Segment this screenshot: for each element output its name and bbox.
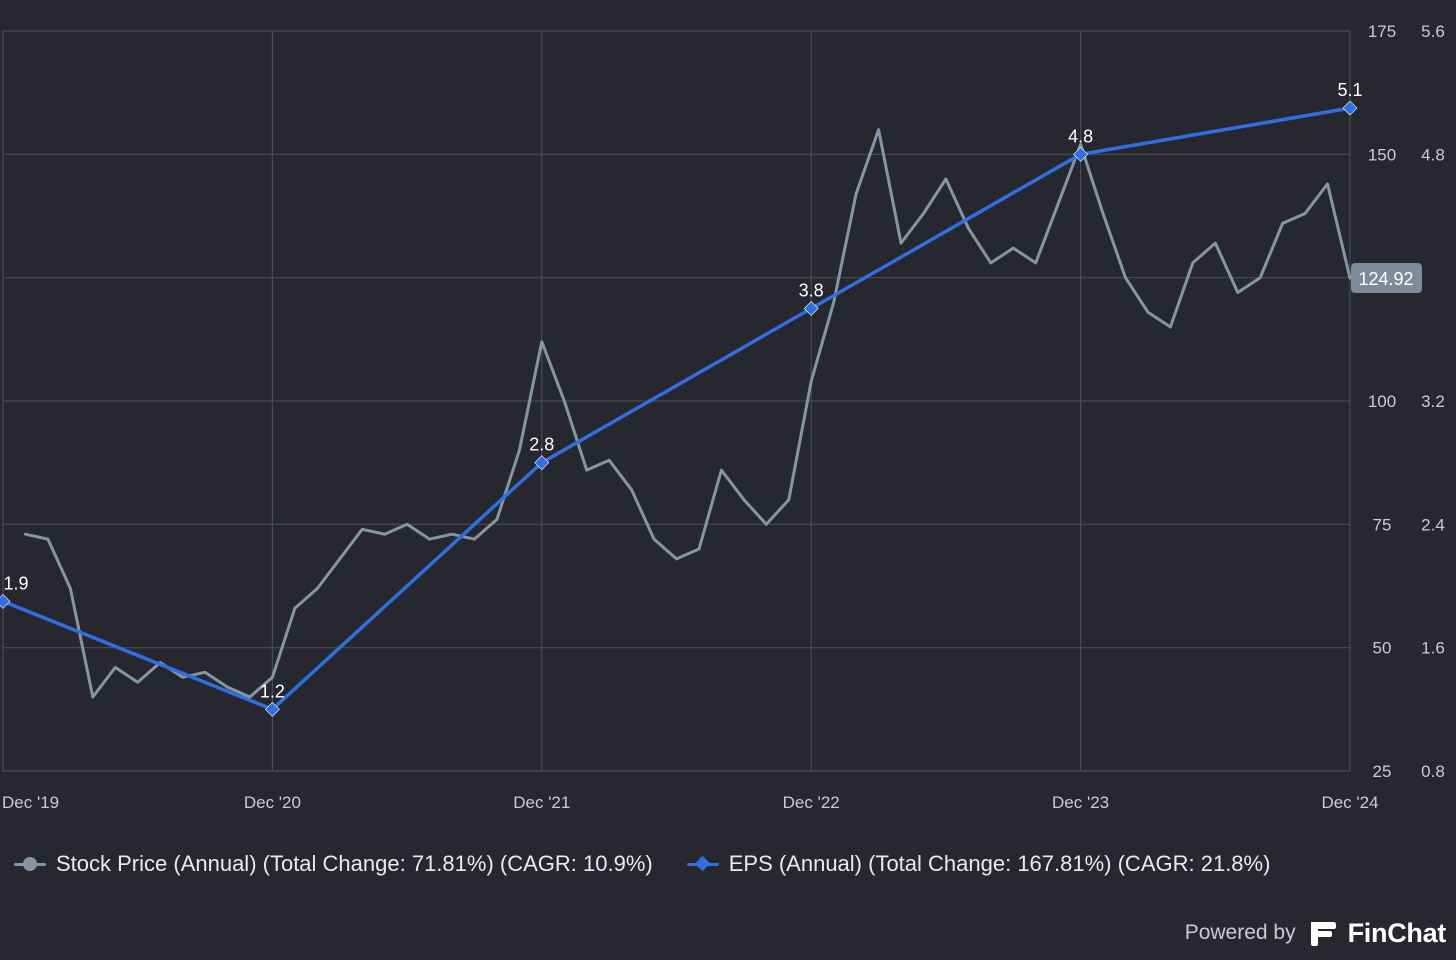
x-tick-label: Dec '22: [783, 793, 840, 812]
data-label-eps: 3.8: [799, 281, 824, 301]
y-tick-label-price: 175: [1368, 22, 1396, 41]
series-line-stock-price: [25, 130, 1350, 697]
branding[interactable]: Powered by FinChat: [1185, 914, 1446, 952]
y-tick-label-price: 25: [1373, 762, 1392, 781]
data-label-eps: 1.2: [260, 681, 285, 701]
finchat-brand-name: FinChat: [1348, 918, 1446, 949]
legend-eps-line-icon: [687, 854, 719, 874]
x-tick-label: Dec '23: [1052, 793, 1109, 812]
last-price-label: 124.92: [1358, 269, 1413, 289]
x-tick-label: Dec '21: [513, 793, 570, 812]
data-label-eps: 4.8: [1068, 126, 1093, 146]
x-tick-label: Dec '24: [1321, 793, 1378, 812]
data-label-eps: 2.8: [529, 435, 554, 455]
y-tick-label-eps: 4.8: [1421, 145, 1445, 164]
y-tick-label-eps: 1.6: [1421, 639, 1445, 658]
y-tick-label-price: 50: [1373, 639, 1392, 658]
legend-item-stock-price[interactable]: Stock Price (Annual) (Total Change: 71.8…: [14, 851, 653, 877]
data-label-eps: 1.9: [3, 573, 28, 593]
data-label-eps: 5.1: [1337, 80, 1362, 100]
point-eps-marker: [804, 302, 818, 316]
series-line-eps: [3, 108, 1350, 709]
x-tick-label: Dec '20: [244, 793, 301, 812]
legend-stock-line-icon: [14, 854, 46, 874]
y-tick-label-eps: 2.4: [1421, 515, 1445, 534]
legend-eps-label: EPS (Annual) (Total Change: 167.81%) (CA…: [729, 851, 1271, 877]
y-tick-label-price: 75: [1373, 515, 1392, 534]
finchat-logo-icon: [1308, 918, 1338, 948]
y-tick-label-eps: 0.8: [1421, 762, 1445, 781]
chart-legend: Stock Price (Annual) (Total Change: 71.8…: [14, 846, 1270, 882]
legend-stock-label: Stock Price (Annual) (Total Change: 71.8…: [56, 851, 653, 877]
powered-by-text: Powered by: [1185, 921, 1296, 945]
point-eps-marker: [1343, 101, 1357, 115]
point-eps-marker: [0, 594, 10, 608]
y-tick-label-price: 100: [1368, 392, 1396, 411]
x-tick-label: Dec '19: [2, 793, 59, 812]
y-tick-label-eps: 5.6: [1421, 22, 1445, 41]
y-tick-label-price: 150: [1368, 145, 1396, 164]
y-tick-label-eps: 3.2: [1421, 392, 1445, 411]
legend-item-eps[interactable]: EPS (Annual) (Total Change: 167.81%) (CA…: [687, 851, 1271, 877]
